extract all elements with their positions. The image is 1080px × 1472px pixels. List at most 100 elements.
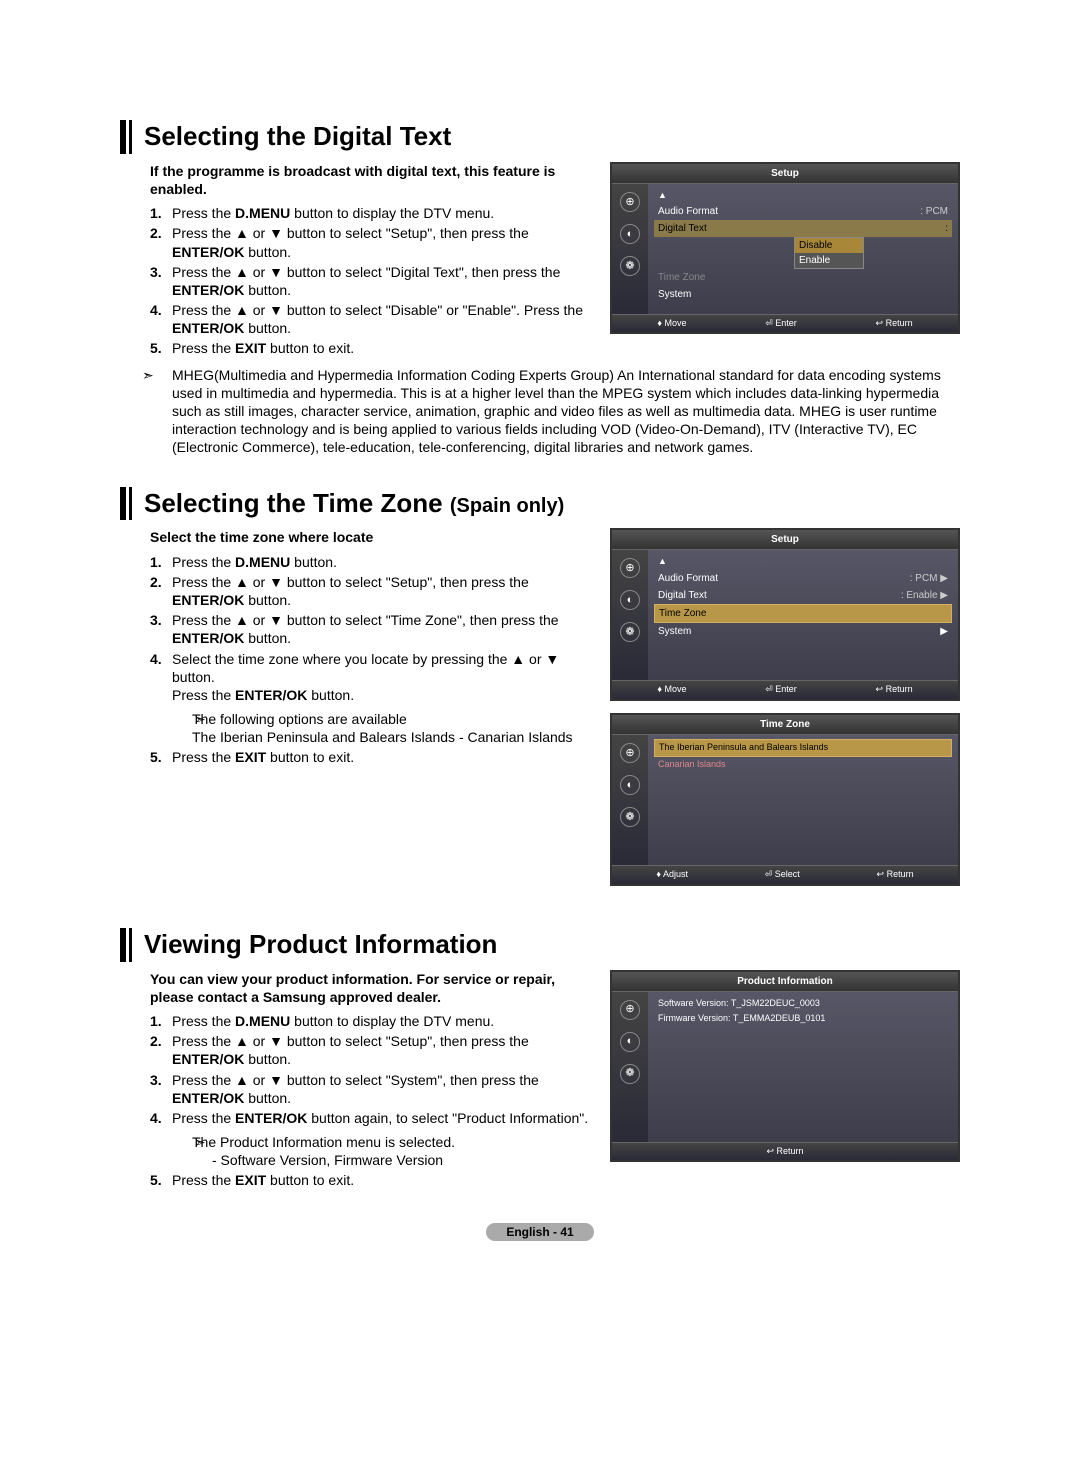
heading-bar-thin (129, 487, 132, 521)
section-title: Selecting the Digital Text (144, 120, 451, 154)
osd-title: Product Information (612, 972, 958, 992)
nav-icon-1: ⊕ (620, 192, 640, 212)
steps-list: Press the D.MENU button to display the D… (150, 1012, 590, 1190)
footer-return: ↩ Return (877, 869, 914, 881)
nav-icon-3: ❁ (620, 622, 640, 642)
step-2: Press the ▲ or ▼ button to select "Setup… (150, 1032, 590, 1068)
osd-footer: ↩ Return (612, 1142, 958, 1161)
section-header: Viewing Product Information (120, 928, 960, 962)
osd-sidebar: ⊕ ◐ ❁ (612, 735, 648, 865)
nav-icon-3: ❁ (620, 1064, 640, 1084)
osd-footer: ♦ Move ⏎ Enter ↩ Return (612, 680, 958, 699)
text-column: You can view your product information. F… (120, 970, 590, 1192)
content-wrap: You can view your product information. F… (120, 970, 960, 1192)
nav-icon-3: ❁ (620, 256, 640, 276)
firmware-version: Firmware Version: T_EMMA2DEUB_0101 (654, 1011, 952, 1027)
page-number: English - 41 (486, 1223, 593, 1241)
osd-sidebar: ⊕ ◐ ❁ (612, 550, 648, 680)
osd-sidebar: ⊕ ◐ ❁ (612, 992, 648, 1142)
osd-timezone-row: Time Zone (654, 269, 952, 286)
osd-body: ⊕ ◐ ❁ Software Version: T_JSM22DEUC_0003… (612, 992, 958, 1142)
step4-note: The Product Information menu is selected… (172, 1133, 590, 1169)
screenshot-column: Setup ⊕ ◐ ❁ ▲ Audio Format: PCM Digital … (610, 162, 960, 360)
step-1: Press the D.MENU button to display the D… (150, 1012, 590, 1030)
osd-timezone-select: Time Zone ⊕ ◐ ❁ The Iberian Peninsula an… (610, 713, 960, 886)
page-footer: English - 41 (120, 1222, 960, 1241)
osd-up-row: ▲ (654, 554, 952, 570)
osd-dropdown: Disable Enable (794, 237, 864, 269)
osd-audio-row: Audio Format: PCM ▶ (654, 570, 952, 587)
osd-sidebar: ⊕ ◐ ❁ (612, 184, 648, 314)
osd-footer: ♦ Adjust ⏎ Select ↩ Return (612, 865, 958, 884)
step-1: Press the D.MENU button. (150, 553, 590, 571)
step-3: Press the ▲ or ▼ button to select "Syste… (150, 1071, 590, 1107)
footer-move: ♦ Move (657, 684, 686, 696)
step-4: Press the ▲ or ▼ button to select "Disab… (150, 301, 590, 337)
nav-icon-3: ❁ (620, 807, 640, 827)
step-5: Press the EXIT button to exit. (150, 339, 590, 357)
nav-icon-2: ◐ (620, 775, 640, 795)
osd-system-row: System (654, 286, 952, 303)
section-product-info: Viewing Product Information You can view… (120, 928, 960, 1192)
osd-main: Software Version: T_JSM22DEUC_0003 Firmw… (648, 992, 958, 1142)
heading-bar (120, 120, 126, 154)
footer-adjust: ♦ Adjust (656, 869, 688, 881)
step-3: Press the ▲ or ▼ button to select "Digit… (150, 263, 590, 299)
step-3: Press the ▲ or ▼ button to select "Time … (150, 611, 590, 647)
section-time-zone: Selecting the Time Zone (Spain only) Sel… (120, 487, 960, 898)
footer-return: ↩ Return (766, 1146, 803, 1158)
intro-text: You can view your product information. F… (150, 970, 590, 1006)
osd-main: The Iberian Peninsula and Balears Island… (648, 735, 958, 865)
footer-select: ⏎ Select (765, 869, 800, 881)
footer-move: ♦ Move (657, 318, 686, 330)
section-title: Selecting the Time Zone (Spain only) (144, 487, 564, 521)
heading-bar (120, 487, 126, 521)
section-title: Viewing Product Information (144, 928, 497, 962)
intro-text: Select the time zone where locate (150, 528, 590, 546)
text-column: Select the time zone where locate Press … (120, 528, 590, 897)
footer-return: ↩ Return (876, 684, 913, 696)
step-1: Press the D.MENU button to display the D… (150, 204, 590, 222)
screenshot-column: Product Information ⊕ ◐ ❁ Software Versi… (610, 970, 960, 1192)
nav-icon-1: ⊕ (620, 1000, 640, 1020)
heading-bar-thin (129, 120, 132, 154)
step-2: Press the ▲ or ▼ button to select "Setup… (150, 573, 590, 609)
step4-note: The following options are available The … (172, 710, 590, 746)
tz-iberian-row: The Iberian Peninsula and Balears Island… (654, 739, 952, 757)
intro-text: If the programme is broadcast with digit… (150, 162, 590, 198)
nav-icon-2: ◐ (620, 224, 640, 244)
footer-enter: ⏎ Enter (765, 318, 797, 330)
footer-return: ↩ Return (876, 318, 913, 330)
up-icon: ▲ (658, 190, 667, 202)
osd-body: ⊕ ◐ ❁ ▲ Audio Format: PCM Digital Text: … (612, 184, 958, 314)
osd-main: ▲ Audio Format: PCM ▶ Digital Text: Enab… (648, 550, 958, 680)
content-wrap: If the programme is broadcast with digit… (120, 162, 960, 360)
osd-digitaltext-row: Digital Text: Enable ▶ (654, 587, 952, 604)
steps-list: Press the D.MENU button. Press the ▲ or … (150, 553, 590, 767)
step-5: Press the EXIT button to exit. (150, 1171, 590, 1189)
heading-bar (120, 928, 126, 962)
nav-icon-2: ◐ (620, 1032, 640, 1052)
osd-title: Time Zone (612, 715, 958, 735)
screenshot-column: Setup ⊕ ◐ ❁ ▲ Audio Format: PCM ▶ Digita… (610, 528, 960, 897)
osd-setup-digitaltext: Setup ⊕ ◐ ❁ ▲ Audio Format: PCM Digital … (610, 162, 960, 335)
dropdown-disable: Disable (795, 238, 863, 253)
step-4: Press the ENTER/OK button again, to sele… (150, 1109, 590, 1170)
up-icon: ▲ (658, 556, 667, 568)
osd-audio-row: Audio Format: PCM (654, 203, 952, 220)
steps-list: Press the D.MENU button to display the D… (150, 204, 590, 358)
osd-timezone-row: Time Zone (654, 604, 952, 623)
osd-title: Setup (612, 164, 958, 184)
step-5: Press the EXIT button to exit. (150, 748, 590, 766)
osd-up-row: ▲ (654, 188, 952, 204)
osd-main: ▲ Audio Format: PCM Digital Text: Disabl… (648, 184, 958, 314)
nav-icon-1: ⊕ (620, 558, 640, 578)
tz-canarian-row: Canarian Islands (654, 757, 952, 773)
section-digital-text: Selecting the Digital Text If the progra… (120, 120, 960, 457)
section-header: Selecting the Digital Text (120, 120, 960, 154)
section-header: Selecting the Time Zone (Spain only) (120, 487, 960, 521)
osd-system-row: System▶ (654, 623, 952, 640)
nav-icon-1: ⊕ (620, 743, 640, 763)
heading-bar-thin (129, 928, 132, 962)
content-wrap: Select the time zone where locate Press … (120, 528, 960, 897)
